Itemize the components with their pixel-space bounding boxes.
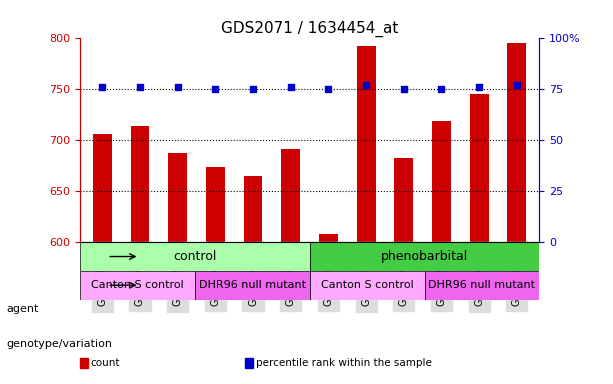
Text: percentile rank within the sample: percentile rank within the sample [256,358,432,368]
Bar [432,121,451,242]
Point [286,84,295,90]
Point [512,82,522,88]
Bar [93,134,112,242]
Text: count: count [91,358,120,368]
Text: genotype/variation: genotype/variation [6,339,112,349]
Bar [281,149,300,242]
Text: Canton S control: Canton S control [321,280,413,290]
Bar [319,234,338,242]
Point [248,86,258,93]
FancyBboxPatch shape [310,271,424,300]
Text: DHR96 null mutant: DHR96 null mutant [199,280,306,290]
Bar [470,94,489,242]
Point [474,84,484,90]
Point [361,82,371,88]
Text: control: control [173,250,216,263]
Point [210,86,220,93]
Bar [206,167,225,242]
Text: DHR96 null mutant: DHR96 null mutant [428,280,536,290]
FancyBboxPatch shape [424,271,539,300]
Bar [357,46,376,242]
Text: agent: agent [6,304,39,314]
Point [436,86,446,93]
FancyBboxPatch shape [80,242,310,271]
Text: phenobarbital: phenobarbital [381,250,468,263]
Bar [168,152,187,242]
FancyBboxPatch shape [310,242,539,271]
Point [135,84,145,90]
Title: GDS2071 / 1634454_at: GDS2071 / 1634454_at [221,21,398,37]
Point [324,86,333,93]
Bar [508,43,526,242]
Bar [243,176,262,242]
Point [173,84,183,90]
Text: Canton S control: Canton S control [91,280,183,290]
Bar [394,157,413,242]
FancyBboxPatch shape [195,271,310,300]
Point [399,86,409,93]
Point [97,84,107,90]
Bar [131,126,150,242]
FancyBboxPatch shape [80,271,195,300]
